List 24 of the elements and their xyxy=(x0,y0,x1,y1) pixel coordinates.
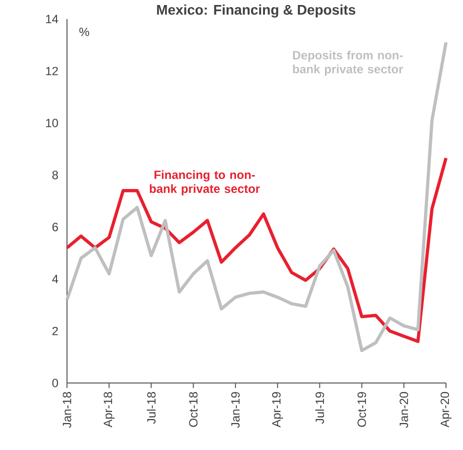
text: Deposits from non-bank private sector xyxy=(293,50,404,76)
y-axis-title: % xyxy=(79,28,90,36)
x-tick-label: Apr-18 xyxy=(104,392,115,428)
y-tick-label: 6 xyxy=(52,222,58,232)
y-tick-label: 14 xyxy=(46,14,58,24)
x-tick-label: Oct-18 xyxy=(189,392,198,427)
y-tick-label: 2 xyxy=(52,326,58,336)
x-tick-label: Jul-19 xyxy=(315,392,324,424)
line-series xyxy=(65,156,448,343)
x-tick-label: Jan-20 xyxy=(400,392,408,428)
x-tick-label: Jul-18 xyxy=(146,392,156,424)
y-tick-label: 4 xyxy=(52,274,58,284)
x-tick-label: Oct-19 xyxy=(358,392,366,427)
series-label: Financing to non-bank private sector xyxy=(150,170,260,196)
y-tick-label: 8 xyxy=(52,170,58,180)
x-tick-label: Jan-19 xyxy=(231,392,240,428)
y-tick-label: 10 xyxy=(46,118,58,128)
y-tick-label: 0 xyxy=(52,378,58,388)
x-tick-label: Apr-19 xyxy=(272,392,283,428)
y-tick-label: 12 xyxy=(46,66,58,76)
x-tick-label: Jan-18 xyxy=(62,392,72,428)
chart-title: Mexico: Financing & Deposits xyxy=(157,4,356,18)
x-tick-label: Apr-20 xyxy=(440,392,452,428)
line-series xyxy=(65,40,448,352)
